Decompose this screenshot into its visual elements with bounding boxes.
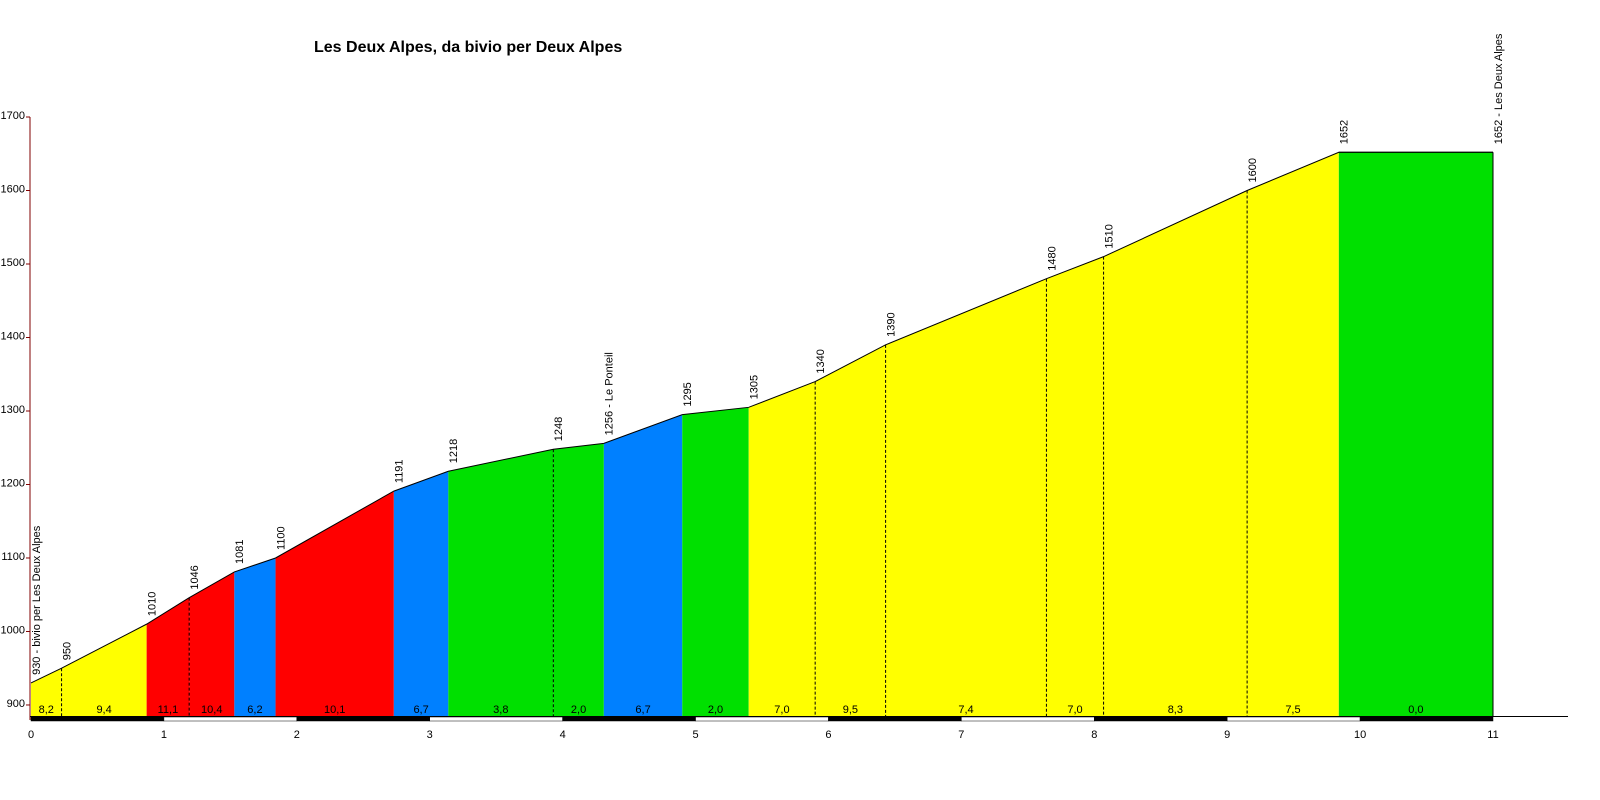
grade-segment (189, 571, 235, 716)
elevation-label: 1390 (886, 312, 898, 336)
elevation-label: 1340 (815, 349, 827, 373)
grade-segment (1247, 152, 1339, 716)
grade-label: 11,1 (158, 704, 179, 716)
km-bar (163, 716, 298, 722)
x-tick-label: 6 (825, 729, 831, 741)
grade-segment (885, 278, 1047, 716)
grade-segment (553, 443, 604, 716)
x-tick-label: 11 (1487, 729, 1498, 741)
km-bar (1226, 716, 1361, 722)
km-bar (1094, 716, 1228, 722)
grade-segment (448, 449, 554, 716)
elevation-label: 1046 (189, 565, 201, 589)
grade-label: 9,5 (843, 704, 858, 716)
elevation-label: 1480 (1046, 246, 1058, 270)
km-bar (828, 716, 962, 722)
x-tick-label: 9 (1224, 729, 1230, 741)
grade-label: 7,5 (1285, 704, 1300, 716)
elevation-label: 1010 (147, 592, 159, 616)
grade-label: 7,4 (958, 704, 973, 716)
elevation-label: 930 - bivio per Les Deux Alpes (31, 525, 43, 675)
y-tick-label: 1600 (1, 183, 25, 195)
y-tick-label: 1700 (1, 110, 25, 122)
y-tick-label: 900 (7, 698, 25, 710)
elevation-label: 1248 (553, 417, 565, 441)
grade-segment (1338, 152, 1493, 716)
km-bar (429, 716, 563, 722)
y-tick-label: 1500 (1, 257, 25, 269)
grade-label: 2,0 (708, 704, 723, 716)
elevation-label: 1652 (1339, 120, 1351, 144)
grade-segment (1103, 190, 1248, 716)
x-tick-label: 0 (28, 729, 34, 741)
grade-segment (275, 491, 394, 716)
km-bar (1359, 716, 1494, 722)
y-tick-label: 1200 (1, 477, 25, 489)
grade-segment (1046, 256, 1104, 716)
grade-segment (31, 668, 62, 716)
grade-label: 7,0 (1067, 704, 1082, 716)
elevation-label: 1295 (682, 382, 694, 406)
grade-segment (682, 407, 749, 716)
grade-label: 8,3 (1168, 704, 1183, 716)
grade-label: 6,2 (247, 704, 262, 716)
elevation-label: 1081 (234, 539, 246, 563)
grade-label: 3,8 (493, 704, 508, 716)
elevation-label: 1191 (394, 459, 406, 483)
grade-segment (393, 471, 449, 716)
elevation-label: 1600 (1247, 158, 1259, 182)
y-tick-label: 1400 (1, 330, 25, 342)
grade-label: 0,0 (1408, 704, 1423, 716)
grade-label: 8,2 (39, 704, 54, 716)
km-bar (961, 716, 1095, 722)
grade-segment (146, 597, 190, 716)
grade-label: 2,0 (571, 704, 586, 716)
grade-label: 10,1 (324, 704, 345, 716)
x-tick-label: 3 (427, 729, 433, 741)
elevation-label: 1510 (1103, 224, 1115, 248)
elevation-label: 1100 (275, 526, 287, 550)
elevation-label: 1218 (448, 439, 460, 463)
x-tick-label: 5 (692, 729, 698, 741)
grade-label: 7,0 (774, 704, 789, 716)
y-tick-label: 1300 (1, 404, 25, 416)
km-bar (296, 716, 430, 722)
grade-segment (234, 557, 276, 716)
km-bar (695, 716, 829, 722)
grade-label: 9,4 (96, 704, 111, 716)
x-tick-label: 4 (560, 729, 566, 741)
grade-segment (603, 414, 683, 716)
grade-label: 10,4 (201, 704, 222, 716)
km-bar (30, 716, 165, 722)
x-tick-label: 7 (958, 729, 964, 741)
grade-segment (61, 624, 147, 716)
x-tick-label: 2 (294, 729, 300, 741)
x-tick-label: 8 (1091, 729, 1097, 741)
grade-label: 6,7 (413, 704, 428, 716)
grade-segment (815, 344, 886, 716)
y-tick-label: 1000 (1, 624, 25, 636)
elevation-label: 1652 - Les Deux Alpes (1493, 33, 1505, 144)
grade-label: 6,7 (635, 704, 650, 716)
y-tick-label: 1100 (1, 551, 25, 563)
x-tick-label: 1 (161, 729, 167, 741)
km-bar (562, 716, 696, 722)
x-tick-label: 10 (1354, 729, 1366, 741)
grade-segment (748, 381, 816, 716)
elevation-label: 950 (61, 642, 73, 660)
elevation-label: 1305 (749, 375, 761, 399)
elevation-label: 1256 - Le Ponteil (604, 352, 616, 435)
chart-title: Les Deux Alpes, da bivio per Deux Alpes (314, 39, 622, 56)
